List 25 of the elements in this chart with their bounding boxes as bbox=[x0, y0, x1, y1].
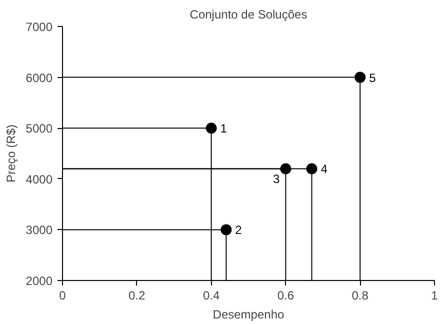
point bbox=[220, 224, 232, 236]
x-tick-label: 0.8 bbox=[352, 288, 369, 302]
x-tick-label: 0.6 bbox=[277, 288, 294, 302]
chart-title: Conjunto de Soluções bbox=[190, 8, 308, 22]
annotation: 3 bbox=[273, 172, 280, 186]
point bbox=[306, 163, 318, 174]
annotation: 1 bbox=[220, 122, 228, 136]
y-tick-label: 5000 bbox=[26, 122, 53, 136]
annotation: 5 bbox=[369, 70, 376, 85]
point bbox=[280, 163, 292, 174]
point bbox=[206, 122, 217, 134]
y-tick-label: 6000 bbox=[26, 70, 53, 85]
annotation: 4 bbox=[320, 162, 328, 176]
y-tick-label: 4000 bbox=[26, 172, 53, 186]
x-tick-label: 1 bbox=[431, 288, 438, 302]
y-tick-label: 3000 bbox=[26, 223, 53, 238]
x-tick-label: 0.4 bbox=[202, 288, 220, 302]
y-tick-label: 2000 bbox=[26, 274, 53, 288]
y-axis-title: Preço (R$) bbox=[4, 124, 18, 183]
y-tick-label: 7000 bbox=[26, 20, 53, 34]
point bbox=[354, 72, 366, 83]
x-tick-label: 0 bbox=[59, 288, 66, 302]
x-tick-label: 0.2 bbox=[128, 288, 146, 302]
annotation: 2 bbox=[235, 223, 242, 238]
x-axis-title: Desempenho bbox=[212, 308, 285, 322]
